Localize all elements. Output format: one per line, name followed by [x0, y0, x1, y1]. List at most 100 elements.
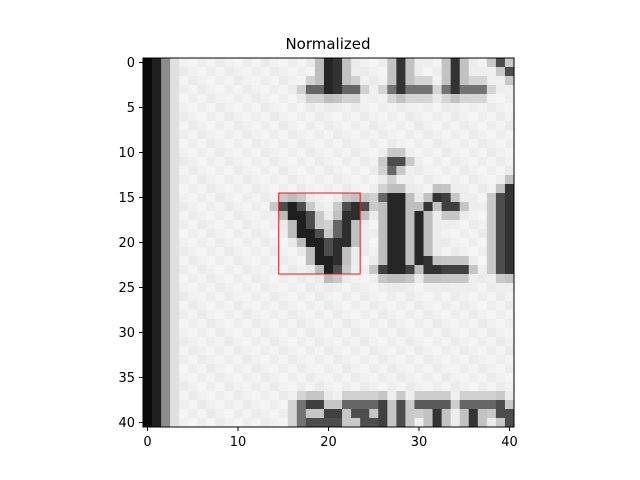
heatmap-cell — [459, 94, 470, 104]
heatmap-cell — [215, 139, 225, 149]
heatmap-cell — [233, 274, 243, 284]
heatmap-cell — [260, 265, 271, 275]
heatmap-cell — [206, 346, 216, 356]
heatmap-cell — [305, 247, 316, 257]
heatmap-cell — [459, 382, 470, 392]
heatmap-cell — [188, 409, 198, 419]
heatmap-cell — [459, 292, 470, 302]
heatmap-cell — [269, 283, 280, 293]
heatmap-cell — [441, 355, 452, 365]
heatmap-cell — [224, 58, 234, 68]
heatmap-cell — [278, 328, 289, 338]
heatmap-cell — [287, 139, 298, 149]
heatmap-cell — [143, 85, 153, 95]
heatmap-cell — [323, 67, 334, 77]
heatmap-cell — [161, 274, 171, 284]
heatmap-cell — [441, 67, 452, 77]
heatmap-cell — [305, 364, 316, 374]
heatmap-cell — [260, 409, 271, 419]
heatmap-cell — [432, 247, 443, 257]
heatmap-cell — [305, 229, 316, 239]
heatmap-cell — [206, 211, 216, 221]
heatmap-cell — [251, 337, 262, 347]
heatmap-cell — [468, 148, 479, 158]
heatmap-cell — [251, 418, 262, 427]
heatmap-cell — [405, 211, 415, 221]
heatmap-cell — [441, 400, 452, 410]
heatmap-cell — [441, 112, 452, 122]
heatmap-cell — [387, 247, 397, 257]
heatmap-cell — [323, 418, 334, 427]
heatmap-cell — [296, 382, 307, 392]
heatmap-cell — [278, 355, 289, 365]
heatmap-cell — [314, 175, 325, 185]
heatmap-cell — [224, 175, 234, 185]
heatmap-cell — [378, 94, 388, 104]
heatmap-cell — [414, 373, 424, 383]
heatmap-cell — [396, 310, 406, 320]
heatmap-cell — [396, 148, 406, 158]
heatmap-cell — [495, 247, 506, 257]
heatmap-cell — [495, 58, 506, 68]
heatmap-cell — [233, 76, 243, 86]
heatmap-cell — [314, 76, 325, 86]
heatmap-cell — [188, 283, 198, 293]
heatmap-cell — [405, 256, 415, 266]
heatmap-cell — [468, 364, 479, 374]
heatmap-cell — [188, 346, 198, 356]
heatmap-cell — [224, 229, 234, 239]
heatmap-cell — [296, 274, 307, 284]
heatmap-cell — [495, 346, 506, 356]
heatmap-cell — [504, 382, 514, 392]
heatmap-cell — [351, 310, 361, 320]
chart-title: Normalized — [285, 35, 370, 53]
heatmap-cell — [342, 373, 352, 383]
heatmap-cell — [197, 355, 207, 365]
heatmap-cell — [495, 139, 506, 149]
heatmap-cell — [206, 229, 216, 239]
heatmap-cell — [495, 175, 506, 185]
heatmap-cell — [179, 139, 189, 149]
heatmap-cell — [468, 103, 479, 113]
heatmap-cell — [387, 76, 397, 86]
heatmap-cell — [468, 175, 479, 185]
heatmap-cell — [278, 103, 289, 113]
heatmap-cell — [333, 220, 343, 230]
heatmap-cell — [206, 256, 216, 266]
heatmap-cell — [405, 157, 415, 167]
heatmap-cell — [360, 337, 370, 347]
heatmap-cell — [351, 301, 361, 311]
heatmap-cell — [432, 310, 443, 320]
heatmap-cell — [197, 184, 207, 194]
heatmap-cell — [269, 238, 280, 248]
heatmap-cell — [269, 184, 280, 194]
heatmap-cell — [423, 265, 433, 275]
heatmap-cell — [287, 76, 298, 86]
heatmap-cell — [278, 382, 289, 392]
heatmap-cell — [161, 247, 171, 257]
heatmap-cell — [468, 229, 479, 239]
heatmap-cell — [378, 355, 388, 365]
heatmap-cell — [143, 292, 153, 302]
heatmap-cell — [170, 364, 180, 374]
heatmap-cell — [179, 94, 189, 104]
heatmap-cell — [251, 202, 262, 212]
heatmap-cell — [188, 247, 198, 257]
heatmap-cell — [233, 301, 243, 311]
heatmap-cell — [323, 247, 334, 257]
heatmap-cell — [143, 373, 153, 383]
heatmap-cell — [396, 391, 406, 401]
heatmap-cell — [188, 130, 198, 140]
heatmap-cell — [260, 193, 271, 203]
heatmap-cell — [305, 238, 316, 248]
heatmap-cell — [179, 76, 189, 86]
y-tick-label: 25 — [118, 281, 135, 296]
heatmap-cell — [152, 283, 162, 293]
heatmap-cell — [477, 229, 488, 239]
heatmap-cell — [396, 274, 406, 284]
heatmap-cell — [152, 148, 162, 158]
heatmap-cell — [278, 301, 289, 311]
heatmap-cell — [251, 283, 262, 293]
heatmap-cell — [305, 184, 316, 194]
heatmap-cell — [450, 265, 461, 275]
